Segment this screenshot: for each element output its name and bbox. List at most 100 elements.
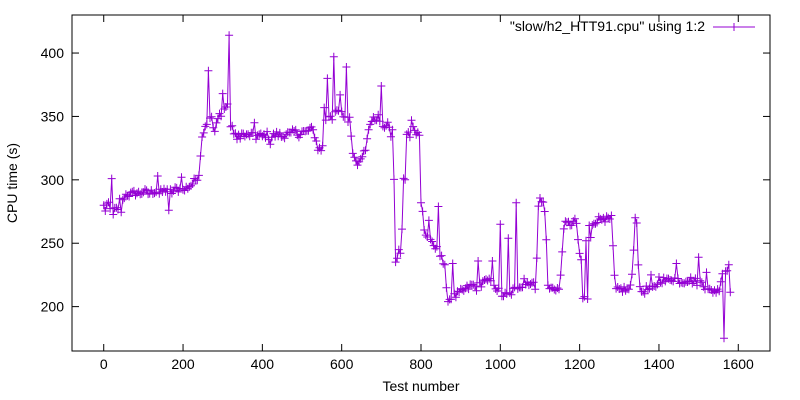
data-point-marker bbox=[512, 198, 521, 207]
data-point-marker bbox=[126, 188, 135, 197]
data-point-marker bbox=[417, 198, 425, 207]
x-tick-label: 800 bbox=[409, 356, 433, 372]
data-point-marker bbox=[559, 224, 568, 233]
data-point-marker bbox=[605, 215, 614, 223]
data-point-marker bbox=[621, 286, 630, 295]
data-point-marker bbox=[317, 146, 326, 155]
data-point-marker bbox=[640, 289, 649, 298]
data-point-marker bbox=[439, 259, 448, 268]
data-point-marker bbox=[683, 278, 692, 286]
data-point-marker bbox=[555, 285, 563, 294]
data-point-marker bbox=[536, 194, 544, 202]
data-point-marker bbox=[345, 113, 354, 122]
data-point-marker bbox=[367, 117, 376, 126]
data-point-marker bbox=[107, 174, 116, 183]
data-point-marker bbox=[358, 152, 367, 161]
data-point-marker bbox=[669, 277, 678, 286]
data-point-marker bbox=[398, 225, 406, 234]
data-point-marker bbox=[396, 249, 405, 258]
data-point-marker bbox=[572, 219, 581, 228]
data-point-marker bbox=[658, 279, 667, 288]
data-point-marker bbox=[310, 133, 319, 142]
data-point-marker bbox=[418, 207, 427, 216]
data-point-marker bbox=[377, 82, 386, 90]
data-point-marker bbox=[691, 274, 700, 283]
data-point-marker bbox=[275, 128, 284, 137]
x-tick-label: 600 bbox=[330, 356, 354, 372]
data-point-marker bbox=[475, 278, 484, 287]
data-point-marker bbox=[348, 149, 357, 158]
data-point-marker bbox=[496, 220, 505, 229]
data-point-marker bbox=[607, 211, 616, 220]
data-point-marker bbox=[464, 285, 473, 294]
data-point-marker bbox=[482, 275, 490, 284]
data-point-marker bbox=[434, 202, 443, 211]
data-point-marker bbox=[564, 217, 573, 226]
data-point-marker bbox=[252, 135, 260, 144]
data-point-marker bbox=[102, 199, 111, 208]
data-point-marker bbox=[626, 281, 635, 289]
data-point-marker bbox=[112, 203, 121, 212]
data-point-marker bbox=[394, 245, 403, 254]
data-point-marker bbox=[378, 122, 387, 131]
data-point-marker bbox=[204, 66, 213, 75]
data-point-marker bbox=[350, 153, 359, 162]
data-point-marker bbox=[374, 110, 383, 119]
data-point-marker bbox=[248, 128, 257, 137]
data-point-marker bbox=[382, 121, 391, 130]
data-point-marker bbox=[180, 186, 189, 195]
x-tick-label: 1200 bbox=[564, 356, 595, 372]
data-point-marker bbox=[697, 278, 706, 287]
data-point-marker bbox=[440, 260, 449, 269]
data-point-marker bbox=[472, 286, 481, 295]
data-point-marker bbox=[539, 198, 548, 207]
data-point-marker bbox=[650, 282, 659, 290]
x-tick-label: 1000 bbox=[485, 356, 516, 372]
data-point-marker bbox=[470, 282, 479, 291]
data-point-marker bbox=[386, 132, 395, 141]
data-point-marker bbox=[359, 146, 368, 155]
data-point-marker bbox=[639, 287, 648, 296]
data-point-marker bbox=[494, 284, 503, 293]
data-point-marker bbox=[401, 175, 410, 184]
data-point-marker bbox=[558, 247, 567, 256]
data-point-marker bbox=[437, 251, 446, 260]
data-point-marker bbox=[407, 116, 416, 125]
data-point-marker bbox=[601, 217, 609, 226]
data-point-marker bbox=[686, 273, 695, 282]
y-tick-label: 250 bbox=[41, 235, 65, 251]
data-point-marker bbox=[187, 181, 195, 190]
data-point-marker bbox=[196, 152, 205, 160]
data-point-marker bbox=[99, 201, 108, 210]
data-point-marker bbox=[520, 274, 529, 283]
data-point-marker bbox=[674, 274, 682, 283]
data-point-marker bbox=[115, 194, 124, 203]
data-point-marker bbox=[312, 137, 321, 145]
data-point-marker bbox=[672, 259, 681, 268]
data-point-marker bbox=[309, 125, 318, 134]
data-point-marker bbox=[593, 218, 602, 227]
y-tick-label: 400 bbox=[41, 45, 65, 61]
data-point-marker bbox=[250, 118, 259, 127]
data-point-marker bbox=[399, 174, 408, 183]
data-point-marker bbox=[424, 216, 433, 225]
data-point-marker bbox=[696, 276, 705, 285]
data-point-marker bbox=[263, 127, 272, 136]
data-point-marker bbox=[171, 183, 180, 192]
data-point-marker bbox=[586, 233, 595, 242]
data-point-marker bbox=[702, 268, 711, 277]
data-point-marker bbox=[104, 198, 113, 207]
data-point-marker bbox=[540, 207, 549, 216]
data-point-marker bbox=[723, 266, 732, 275]
data-point-marker bbox=[463, 281, 471, 290]
data-point-marker bbox=[504, 234, 513, 243]
data-point-marker bbox=[198, 133, 207, 141]
data-point-marker bbox=[693, 281, 701, 290]
data-point-marker bbox=[629, 246, 638, 255]
data-point-marker bbox=[609, 241, 617, 250]
data-point-marker bbox=[720, 334, 728, 343]
x-axis-ticks: 0 200 400 600 800 1000 1200 1400 1600 bbox=[100, 15, 754, 372]
data-point-marker bbox=[436, 252, 444, 261]
y-tick-label: 350 bbox=[41, 108, 65, 124]
data-point-marker bbox=[582, 236, 590, 245]
